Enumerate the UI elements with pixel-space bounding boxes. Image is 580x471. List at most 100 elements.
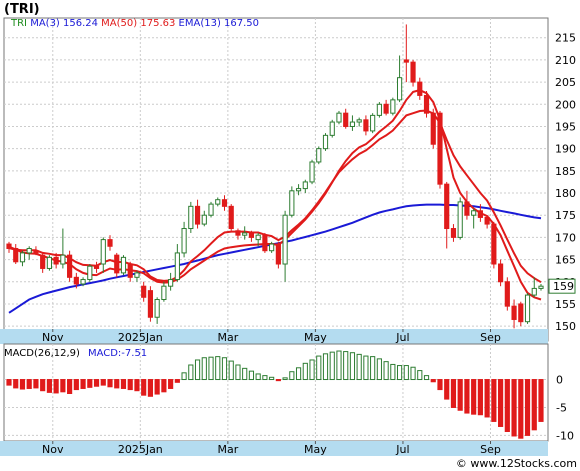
candle-body <box>484 216 490 225</box>
macd-bar <box>403 365 409 381</box>
candle-body <box>457 201 463 238</box>
macd-bar <box>168 379 174 389</box>
candle <box>275 241 281 269</box>
macd-bar <box>329 351 335 381</box>
macd-bar <box>134 379 140 392</box>
candle <box>370 113 376 134</box>
macd-bar <box>316 355 322 381</box>
candle <box>457 197 463 240</box>
candle-body <box>356 119 362 123</box>
candle-body <box>33 250 39 254</box>
macd-bar <box>221 357 228 381</box>
candle-body <box>269 243 275 252</box>
candle-body <box>141 285 147 298</box>
price-x-tick: May <box>304 331 327 344</box>
candle-body <box>134 272 140 278</box>
candle-body <box>174 252 180 281</box>
candle <box>491 221 497 269</box>
candle <box>248 230 255 242</box>
candle <box>181 221 187 258</box>
macd-bar <box>275 379 281 382</box>
macd-x-axis: Nov 2025Jan Mar May Jul Sep <box>42 441 501 456</box>
legend-item: MA(3) <box>27 18 60 29</box>
macd-bar <box>390 363 396 381</box>
candle-body <box>161 285 167 301</box>
macd-x-tick: May <box>304 443 327 456</box>
price-y-tick: 180 <box>555 187 576 200</box>
price-y-tick: 190 <box>555 143 576 156</box>
macd-bar <box>46 379 52 393</box>
macd-bar <box>322 353 329 381</box>
candle <box>215 197 221 207</box>
candle-body <box>181 228 187 254</box>
macd-x-axis-band <box>0 441 548 456</box>
candle-body <box>370 114 376 132</box>
macd-bar <box>336 350 342 381</box>
candle-body <box>73 276 79 285</box>
candle <box>464 190 470 220</box>
candle-body <box>26 247 32 254</box>
candle <box>498 259 504 287</box>
candle-body <box>248 232 255 238</box>
macd-bar <box>67 379 73 395</box>
macd-bar <box>457 379 463 411</box>
legend-item: 175.63 <box>137 18 175 29</box>
candle-body <box>417 81 423 96</box>
macd-bar <box>73 379 79 391</box>
candle <box>282 210 288 282</box>
macd-bar <box>93 379 100 387</box>
macd-bars <box>6 350 544 439</box>
candle <box>396 55 403 103</box>
price-x-tick: Sep <box>480 331 501 344</box>
candle <box>13 244 19 265</box>
macd-bar <box>289 371 295 381</box>
macd-bar <box>181 372 187 381</box>
candle <box>430 108 436 149</box>
macd-bar <box>208 356 214 381</box>
candle <box>356 117 362 127</box>
candle-body <box>228 205 234 230</box>
macd-bar <box>13 379 19 389</box>
macd-bar <box>302 362 308 381</box>
candle <box>295 184 302 196</box>
series-line <box>8 89 542 301</box>
candle <box>302 179 308 194</box>
candle <box>93 261 100 273</box>
candle <box>73 272 79 289</box>
macd-bar <box>531 379 537 431</box>
candle <box>228 204 234 231</box>
chart-legend: TRI MA(3) 156.24 MA(50) 175.63 EMA(13) 1… <box>10 18 259 29</box>
candle-body <box>93 265 100 269</box>
price-panel <box>3 17 549 342</box>
candle-body <box>343 112 349 127</box>
candle-body <box>80 279 86 285</box>
macd-bar <box>518 379 524 439</box>
macd-bar <box>370 356 376 381</box>
candle <box>531 277 537 298</box>
candle-body <box>383 103 389 114</box>
candle-body <box>194 205 201 225</box>
macd-bar <box>282 377 288 381</box>
candle-body <box>336 112 342 123</box>
candle-body <box>450 228 457 238</box>
candle-body <box>188 205 194 230</box>
candle-body <box>444 183 450 230</box>
macd-x-tick: Nov <box>42 443 64 456</box>
macd-bar <box>383 361 389 381</box>
candle <box>511 299 517 329</box>
footer-copyright: © www.12Stocks.com <box>456 457 577 470</box>
macd-bar <box>376 358 382 381</box>
candle <box>410 59 416 87</box>
candle <box>437 110 443 189</box>
macd-bar <box>53 379 59 394</box>
candle-body <box>168 279 174 287</box>
candle <box>242 226 248 240</box>
candle <box>504 277 510 311</box>
candle-body <box>208 203 214 216</box>
candle <box>60 228 66 269</box>
legend-item: MA(50) <box>98 18 137 29</box>
macd-bar <box>26 379 32 389</box>
candle-body <box>120 256 127 274</box>
macd-bar <box>87 379 93 388</box>
macd-bar <box>410 366 416 381</box>
